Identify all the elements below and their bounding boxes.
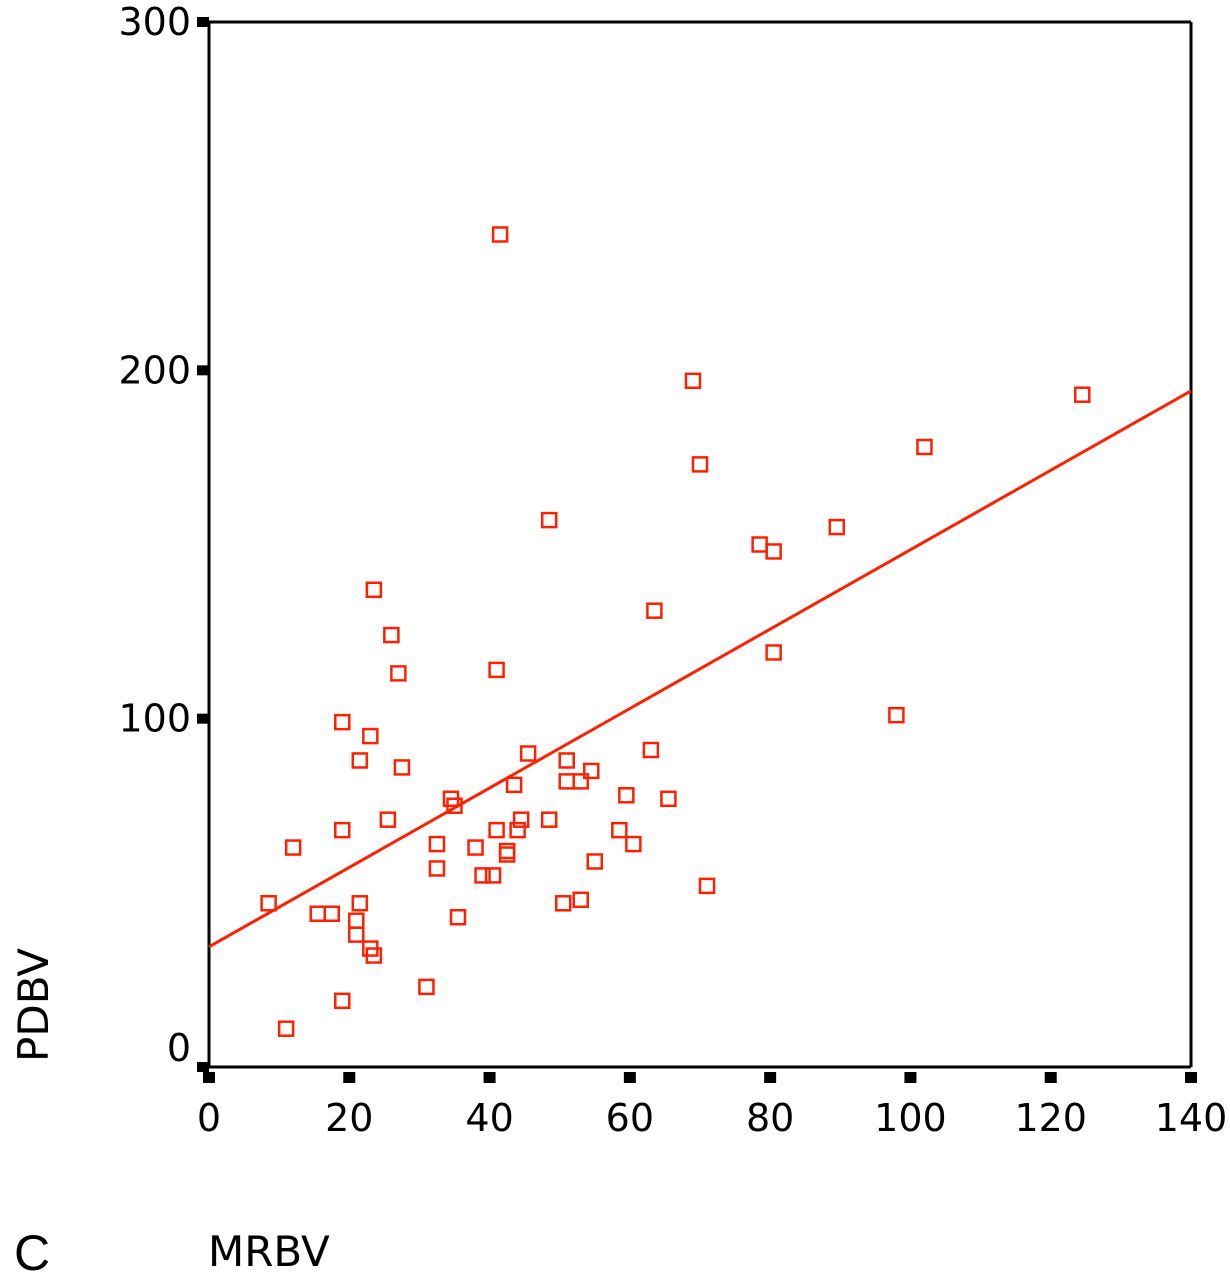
data-point [284, 839, 302, 856]
data-point [558, 773, 575, 790]
data-point [323, 905, 340, 922]
y-tick-label: 0 [167, 1026, 191, 1070]
data-point [646, 602, 663, 619]
x-tick-label: 60 [606, 1096, 654, 1140]
y-tick-mark [197, 713, 209, 724]
data-point [698, 877, 716, 895]
data-points [260, 226, 1091, 1037]
data-point [572, 891, 590, 909]
data-point [334, 992, 351, 1010]
data-point [691, 456, 709, 473]
data-point [660, 790, 677, 808]
data-point [498, 842, 516, 860]
data-point [474, 867, 491, 884]
y-tick-label: 300 [118, 0, 191, 44]
data-point [309, 905, 326, 922]
x-tick-label: 40 [465, 1096, 513, 1140]
plot-frame [207, 20, 1193, 1069]
data-point [428, 835, 446, 853]
data-point [498, 846, 516, 863]
data-point [491, 226, 509, 243]
data-point [418, 978, 435, 996]
x-tick-mark [1185, 1072, 1197, 1083]
data-point [351, 895, 369, 912]
data-point [751, 536, 768, 553]
x-tick-mark [1044, 1072, 1057, 1083]
regression-line [208, 389, 1192, 949]
data-point [554, 895, 572, 912]
data-point [916, 438, 933, 456]
x-tick-mark [904, 1072, 917, 1083]
data-point [467, 839, 484, 856]
data-point [348, 926, 365, 943]
data-point [684, 372, 702, 390]
x-tick-label: 20 [325, 1096, 373, 1140]
data-point [625, 835, 642, 853]
y-tick-mark [197, 1062, 209, 1072]
data-point [828, 518, 846, 536]
y-tick-label: 200 [118, 348, 191, 392]
data-point [558, 752, 575, 769]
data-point [348, 912, 365, 929]
y-tick-label: 100 [118, 697, 191, 741]
data-point [572, 773, 590, 790]
data-point [540, 811, 558, 828]
data-point [449, 908, 467, 926]
x-tick-label: 120 [1014, 1096, 1087, 1140]
data-point [365, 947, 383, 964]
data-point [540, 511, 558, 529]
data-point [277, 1020, 295, 1037]
data-point [379, 811, 397, 828]
data-point [351, 752, 369, 769]
x-axis-title: MRBV [208, 1227, 330, 1276]
data-point [586, 853, 604, 870]
tick-labels: 0 100 200 300 0 20 40 60 80 100 120 140 [118, 0, 1227, 1140]
x-tick-label: 100 [874, 1096, 947, 1140]
data-point [512, 811, 530, 828]
data-point [484, 867, 502, 884]
y-tick-mark [197, 365, 209, 376]
data-point [1074, 386, 1091, 403]
data-point [583, 762, 600, 780]
data-point [611, 821, 628, 839]
x-tick-mark [343, 1072, 356, 1083]
data-point [765, 644, 782, 661]
data-point [618, 787, 635, 804]
data-point [393, 759, 411, 776]
x-tick-label: 140 [1155, 1096, 1228, 1140]
data-point [365, 581, 383, 599]
data-point [519, 745, 537, 762]
x-tick-mark [483, 1072, 496, 1083]
y-axis-title: PDBV [9, 948, 58, 1062]
data-point [390, 665, 407, 682]
data-point [260, 895, 277, 912]
x-tick-label: 80 [746, 1096, 794, 1140]
x-tick-mark [623, 1072, 636, 1083]
panel-label: C [14, 1225, 50, 1280]
data-point [334, 821, 351, 839]
data-point [888, 706, 905, 724]
x-tick-mark [203, 1072, 215, 1083]
data-point [428, 860, 446, 877]
data-point [488, 661, 505, 679]
data-point [488, 821, 505, 839]
regression-line-group [208, 389, 1192, 949]
data-point [446, 797, 463, 814]
data-point [362, 727, 379, 745]
tick-marks [197, 17, 1197, 1083]
data-point [383, 626, 400, 644]
data-point [505, 776, 523, 794]
data-point [334, 713, 351, 731]
x-tick-label: 0 [197, 1096, 221, 1140]
y-tick-mark [197, 17, 209, 27]
data-point [509, 821, 526, 839]
data-point [642, 741, 660, 759]
data-point [765, 543, 782, 560]
x-tick-mark [764, 1072, 777, 1083]
